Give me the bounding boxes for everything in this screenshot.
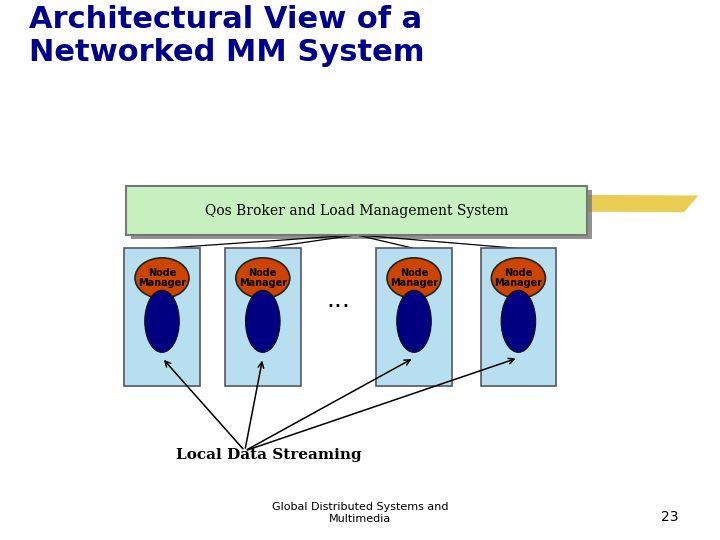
Ellipse shape [501, 291, 536, 353]
FancyBboxPatch shape [125, 248, 200, 386]
FancyBboxPatch shape [376, 248, 452, 386]
Ellipse shape [387, 258, 441, 298]
Polygon shape [137, 193, 698, 212]
Text: Node
Manager: Node Manager [138, 268, 186, 288]
Ellipse shape [145, 291, 179, 353]
Ellipse shape [135, 258, 189, 298]
FancyBboxPatch shape [481, 248, 556, 386]
FancyBboxPatch shape [126, 186, 587, 235]
Text: Node
Manager: Node Manager [495, 268, 542, 288]
Text: ...: ... [326, 288, 351, 312]
Text: Node
Manager: Node Manager [239, 268, 287, 288]
Text: Node
Manager: Node Manager [390, 268, 438, 288]
Text: Architectural View of a
Networked MM System: Architectural View of a Networked MM Sys… [29, 5, 424, 67]
FancyBboxPatch shape [225, 248, 301, 386]
Text: 23: 23 [661, 510, 678, 524]
Text: Qos Broker and Load Management System: Qos Broker and Load Management System [204, 204, 508, 218]
Ellipse shape [246, 291, 280, 353]
FancyBboxPatch shape [131, 190, 592, 239]
Text: Local Data Streaming: Local Data Streaming [176, 448, 362, 462]
Ellipse shape [491, 258, 546, 298]
Ellipse shape [397, 291, 431, 353]
Ellipse shape [236, 258, 289, 298]
Text: Global Distributed Systems and
Multimedia: Global Distributed Systems and Multimedi… [271, 502, 449, 524]
